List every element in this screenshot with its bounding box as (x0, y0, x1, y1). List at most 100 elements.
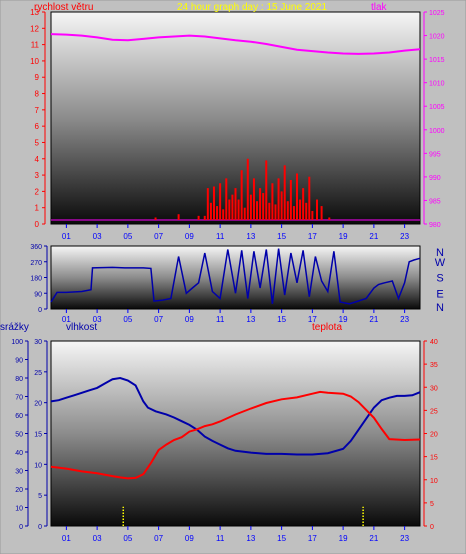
humidity-axis-label: vlhkost (66, 322, 97, 333)
temperature-y-tick-label: 5 (430, 501, 434, 508)
compass-label: W (435, 257, 446, 269)
pressure-y-tick-label: 1025 (429, 10, 445, 17)
humidity-y-tick-label: 25 (34, 370, 42, 377)
wind-x-tick-label: 01 (62, 232, 71, 241)
direction-y-tick-label: 270 (30, 260, 42, 267)
humidity-y-tick-label: 30 (34, 339, 42, 346)
wind-y-tick-label: 2 (35, 187, 40, 196)
temperature-y-tick-label: 30 (430, 385, 438, 392)
temperature-y-tick-label: 0 (430, 524, 434, 531)
humidity-y-tick-label: 0 (38, 524, 42, 531)
wind-y-tick-label: 5 (35, 138, 40, 147)
wind-y-tick-label: 0 (35, 220, 40, 229)
climate-x-tick-label: 01 (62, 534, 71, 543)
temperature-y-tick-label: 15 (430, 455, 438, 462)
wind-x-tick-label: 21 (369, 232, 378, 241)
humidity-y-tick-label: 20 (34, 401, 42, 408)
direction-x-tick-label: 05 (123, 315, 132, 324)
wind-x-tick-label: 23 (400, 232, 409, 241)
direction-x-tick-label: 11 (216, 315, 225, 324)
wind-y-tick-label: 9 (35, 73, 40, 82)
rain-y-tick-label: 70 (15, 395, 23, 402)
rain-y-tick-label: 40 (15, 450, 23, 457)
pressure-axis-label: tlak (371, 2, 388, 13)
wind-y-tick-label: 12 (30, 24, 39, 33)
temperature-y-tick-label: 25 (430, 408, 438, 415)
temperature-y-tick-label: 35 (430, 362, 438, 369)
climate-x-tick-label: 11 (216, 534, 225, 543)
temperature-axis-label: teplota (312, 322, 342, 333)
direction-x-tick-label: 21 (369, 315, 378, 324)
wind-x-tick-label: 09 (185, 232, 194, 241)
temperature-y-tick-label: 20 (430, 432, 438, 439)
pressure-y-tick-label: 1010 (429, 81, 445, 88)
rain-axis-label: srážky (0, 322, 29, 333)
chart-title: 24 hour graph day : 15 June 2021 (177, 2, 328, 13)
wind-y-tick-label: 6 (35, 122, 40, 131)
wind-x-tick-label: 13 (246, 232, 255, 241)
climate-x-tick-label: 21 (369, 534, 378, 543)
humidity-y-tick-label: 10 (34, 462, 42, 469)
pressure-y-tick-label: 995 (429, 151, 441, 158)
climate-x-tick-label: 07 (154, 534, 163, 543)
pressure-y-tick-label: 1015 (429, 57, 445, 64)
wind-x-tick-label: 07 (154, 232, 163, 241)
pressure-y-tick-label: 985 (429, 198, 441, 205)
rain-y-tick-label: 90 (15, 358, 23, 365)
pressure-y-tick-label: 980 (429, 222, 441, 229)
humidity-y-tick-label: 5 (38, 493, 42, 500)
wind-y-tick-label: 8 (35, 90, 40, 99)
wind-y-tick-label: 10 (30, 57, 39, 66)
temperature-y-tick-label: 40 (430, 339, 438, 346)
rain-y-tick-label: 60 (15, 413, 23, 420)
direction-plot-area (50, 245, 421, 310)
rain-y-tick-label: 80 (15, 376, 23, 383)
climate-x-tick-label: 03 (93, 534, 102, 543)
direction-x-tick-label: 01 (62, 315, 71, 324)
wind-x-tick-label: 05 (123, 232, 132, 241)
rain-y-tick-label: 10 (15, 506, 23, 513)
wind-x-tick-label: 03 (93, 232, 102, 241)
direction-x-tick-label: 07 (154, 315, 163, 324)
rain-y-tick-label: 20 (15, 487, 23, 494)
climate-x-tick-label: 13 (246, 534, 255, 543)
pressure-y-tick-label: 990 (429, 175, 441, 182)
direction-x-tick-label: 23 (400, 315, 409, 324)
temperature-y-tick-label: 10 (430, 478, 438, 485)
wind-x-tick-label: 19 (339, 232, 348, 241)
pressure-y-tick-label: 1020 (429, 34, 445, 41)
rain-y-tick-label: 50 (15, 432, 23, 439)
humidity-line (50, 376, 421, 456)
rain-y-tick-label: 30 (15, 469, 23, 476)
direction-x-tick-label: 19 (339, 315, 348, 324)
direction-y-tick-label: 90 (34, 291, 42, 298)
compass-label: E (436, 288, 443, 300)
direction-y-tick-label: 0 (38, 307, 42, 314)
wind-y-tick-label: 4 (35, 155, 40, 164)
climate-x-tick-label: 19 (339, 534, 348, 543)
pressure-y-tick-label: 1005 (429, 104, 445, 111)
climate-x-tick-label: 23 (400, 534, 409, 543)
direction-y-tick-label: 180 (30, 276, 42, 283)
direction-x-tick-label: 13 (246, 315, 255, 324)
wind-y-tick-label: 13 (30, 8, 39, 17)
wind-direction-line (50, 248, 421, 305)
climate-x-tick-label: 09 (185, 534, 194, 543)
rain-y-tick-label: 0 (19, 524, 23, 531)
direction-y-tick-label: 360 (30, 244, 42, 251)
direction-x-tick-label: 03 (93, 315, 102, 324)
wind-y-tick-label: 7 (35, 106, 40, 115)
wind-x-tick-label: 17 (308, 232, 317, 241)
pressure-line (50, 33, 421, 55)
compass-label: S (436, 273, 443, 285)
climate-x-tick-label: 17 (308, 534, 317, 543)
temperature-line (50, 390, 421, 480)
rain-y-tick-label: 100 (11, 339, 23, 346)
climate-x-tick-label: 15 (277, 534, 286, 543)
wind-x-tick-label: 11 (216, 232, 225, 241)
compass-label: N (436, 247, 444, 259)
direction-x-tick-label: 09 (185, 315, 194, 324)
compass-label: N (436, 302, 444, 314)
